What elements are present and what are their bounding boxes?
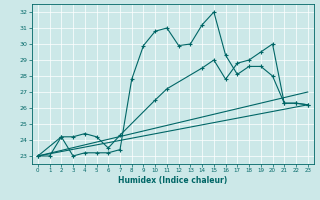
X-axis label: Humidex (Indice chaleur): Humidex (Indice chaleur) [118,176,228,185]
